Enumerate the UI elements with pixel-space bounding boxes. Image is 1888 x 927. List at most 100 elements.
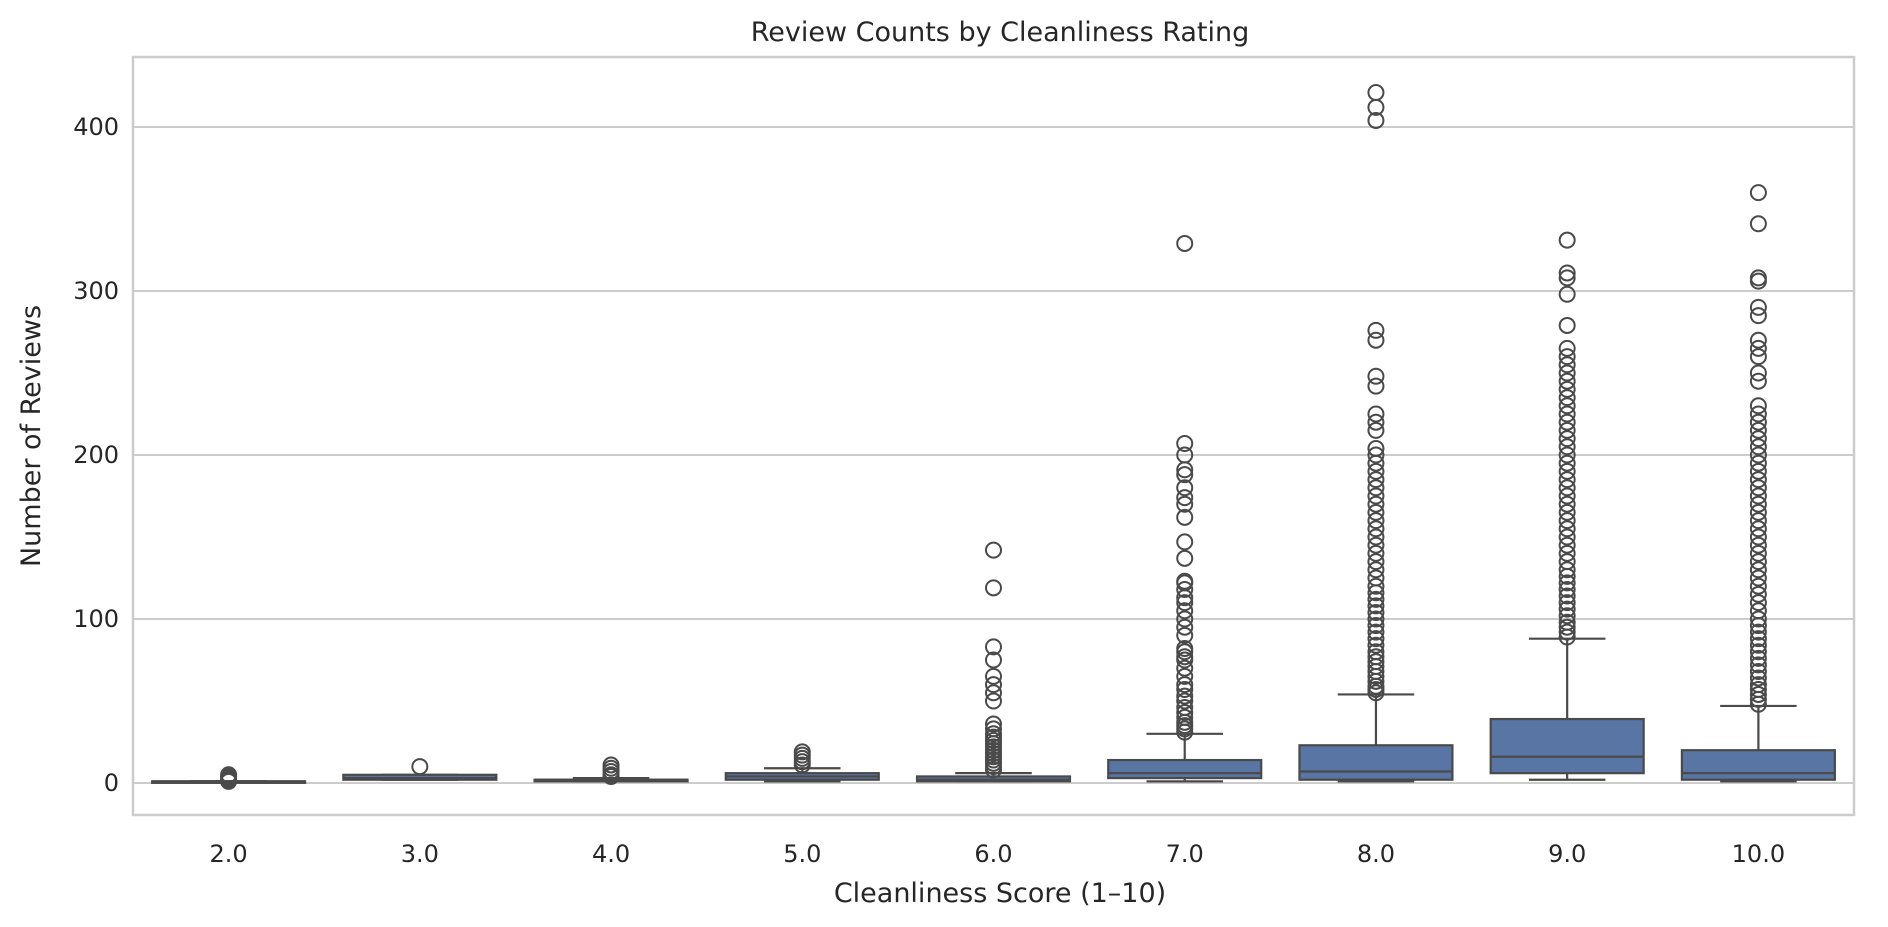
x-tick-label: 10.0 — [1732, 840, 1785, 868]
outlier-point — [1367, 603, 1385, 621]
outlier-point — [1749, 569, 1767, 587]
x-axis-label: Cleanliness Score (1–10) — [834, 878, 1166, 909]
chart-title: Review Counts by Cleanliness Rating — [751, 17, 1250, 48]
outlier-point — [985, 720, 1002, 738]
outlier-point — [1749, 676, 1767, 694]
box-group — [1489, 231, 1645, 781]
y-tick-label: 100 — [73, 605, 119, 633]
outlier-point — [1176, 495, 1194, 513]
outlier-point — [1176, 508, 1194, 526]
outlier-point — [1558, 618, 1576, 636]
outlier-point — [1367, 84, 1385, 102]
outlier-point — [1558, 285, 1576, 303]
outlier-point — [1558, 536, 1576, 554]
outlier-point — [1749, 215, 1767, 233]
outlier-point — [1176, 640, 1194, 658]
outlier-point — [602, 756, 620, 774]
outlier-point — [1749, 471, 1767, 489]
outlier-point — [1558, 471, 1576, 489]
outlier-point — [1749, 331, 1767, 349]
outlier-point — [1749, 495, 1767, 513]
outlier-point — [1558, 430, 1576, 448]
outlier-point — [1749, 520, 1767, 538]
boxes — [151, 84, 1836, 790]
outlier-point — [1749, 405, 1767, 423]
outlier-point — [1367, 536, 1385, 554]
outlier-point — [1749, 298, 1767, 316]
y-tick-label: 0 — [104, 769, 119, 797]
outlier-point — [1749, 636, 1767, 654]
x-tick-label: 9.0 — [1548, 840, 1586, 868]
outlier-point — [1367, 421, 1385, 439]
outlier-point — [1176, 549, 1194, 567]
outlier-point — [985, 692, 1002, 710]
outlier-point — [1558, 594, 1576, 612]
outlier-point — [1558, 405, 1576, 423]
outlier-point — [1749, 594, 1767, 612]
outlier-point — [1367, 569, 1385, 587]
outlier-point — [1176, 572, 1194, 590]
outlier-point — [1558, 372, 1576, 390]
outlier-point — [1749, 454, 1767, 472]
outlier-point — [1558, 600, 1576, 618]
outlier-point — [1558, 397, 1576, 415]
outlier-point — [1558, 607, 1576, 625]
outlier-point — [1367, 610, 1385, 628]
y-axis-label: Number of Reviews — [16, 305, 47, 567]
outlier-point — [1558, 574, 1576, 592]
outlier-point — [1176, 692, 1194, 710]
outlier-point — [1558, 269, 1576, 287]
outlier-point — [1558, 487, 1576, 505]
plot-frame — [131, 55, 1856, 817]
outlier-point — [411, 758, 429, 776]
outlier-point — [1176, 594, 1194, 612]
box-group — [533, 756, 689, 785]
outlier-point — [985, 725, 1002, 743]
outlier-point — [1176, 699, 1194, 717]
outlier-point — [1367, 636, 1385, 654]
outlier-point — [1749, 544, 1767, 562]
outlier-point — [1367, 111, 1385, 129]
outlier-point — [1558, 231, 1576, 249]
outlier-point — [1367, 377, 1385, 395]
outlier-point — [1749, 503, 1767, 521]
outlier-point — [1367, 590, 1385, 608]
outlier-point — [1558, 503, 1576, 521]
outlier-point — [1176, 610, 1194, 628]
outlier-point — [1558, 495, 1576, 513]
outlier-point — [1367, 623, 1385, 641]
outlier-point — [1749, 462, 1767, 480]
outlier-point — [1176, 479, 1194, 497]
outlier-point — [1176, 489, 1194, 507]
outlier-point — [1176, 659, 1194, 677]
outlier-point — [1367, 439, 1385, 457]
outlier-point — [985, 684, 1002, 702]
outlier-point — [1176, 667, 1194, 685]
outlier-point — [1558, 348, 1576, 366]
outlier-point — [1558, 316, 1576, 334]
outlier-point — [1749, 623, 1767, 641]
outlier-point — [1749, 430, 1767, 448]
outlier-point — [220, 766, 238, 784]
outlier-point — [1749, 446, 1767, 464]
y-tick-labels: 0 100 200 300 400 — [73, 113, 119, 797]
outlier-point — [1749, 413, 1767, 431]
x-tick-label: 8.0 — [1357, 840, 1395, 868]
outlier-point — [1176, 687, 1194, 705]
outlier-point — [793, 743, 811, 761]
outlier-point — [1558, 454, 1576, 472]
outlier-point — [1749, 421, 1767, 439]
outlier-point — [1367, 479, 1385, 497]
x-tick-label: 5.0 — [783, 840, 821, 868]
outlier-point — [1558, 553, 1576, 571]
outlier-point — [1749, 669, 1767, 687]
outlier-point — [1749, 630, 1767, 648]
outlier-point — [1749, 339, 1767, 357]
outlier-point — [1749, 272, 1767, 290]
outlier-point — [1749, 561, 1767, 579]
outlier-point — [1176, 618, 1194, 636]
outlier-point — [1367, 597, 1385, 615]
outlier-point — [1367, 544, 1385, 562]
x-tick-label: 2.0 — [210, 840, 248, 868]
